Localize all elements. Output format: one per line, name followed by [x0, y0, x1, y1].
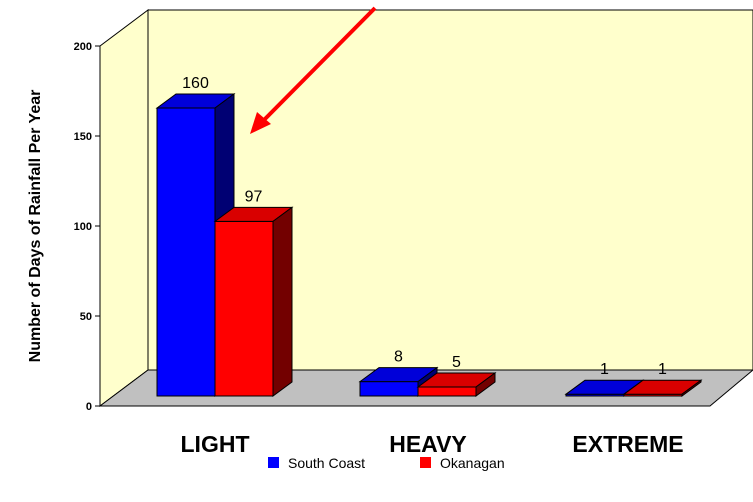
arrow-head: [250, 112, 271, 134]
legend-swatch: [268, 457, 279, 468]
bar-light-south-coast: [155, 93, 236, 397]
bar-heavy-okanagan: [416, 372, 497, 397]
y-tick-label: 0: [86, 401, 92, 413]
legend-label: South Coast: [288, 455, 365, 471]
bar-front: [359, 381, 419, 397]
side-wall: [99, 9, 149, 407]
data-label: 97: [245, 188, 263, 205]
category-label-extreme: EXTREME: [572, 431, 683, 457]
arrow-shaft: [260, 6, 377, 124]
data-label: 1: [658, 361, 667, 378]
bar-front: [417, 386, 477, 397]
category-label-light: LIGHT: [181, 431, 250, 457]
data-label: 5: [452, 354, 461, 371]
data-label: 1: [600, 361, 609, 378]
bar-light-okanagan: [213, 206, 294, 397]
bar-side: [681, 379, 702, 397]
legend-item-south-coast: South Coast: [268, 455, 365, 471]
bar-side: [475, 372, 496, 397]
y-tick-label: 200: [74, 41, 92, 53]
data-label: 8: [394, 349, 403, 366]
bar-front: [156, 107, 216, 397]
bar-extreme-okanagan: [622, 379, 703, 397]
legend-swatch: [420, 457, 431, 468]
y-tick-label: 50: [80, 311, 92, 323]
legend-label: Okanagan: [440, 455, 505, 471]
data-label: 160: [182, 75, 209, 92]
category-label-heavy: HEAVY: [389, 431, 467, 457]
y-axis-title: Number of Days of Rainfall Per Year: [27, 90, 44, 363]
bar-front: [214, 220, 274, 397]
bar-side: [272, 206, 293, 397]
legend-item-okanagan: Okanagan: [420, 455, 505, 471]
annotation-arrow: [250, 6, 377, 134]
y-tick-label: 150: [74, 131, 92, 143]
y-tick-label: 100: [74, 221, 92, 233]
